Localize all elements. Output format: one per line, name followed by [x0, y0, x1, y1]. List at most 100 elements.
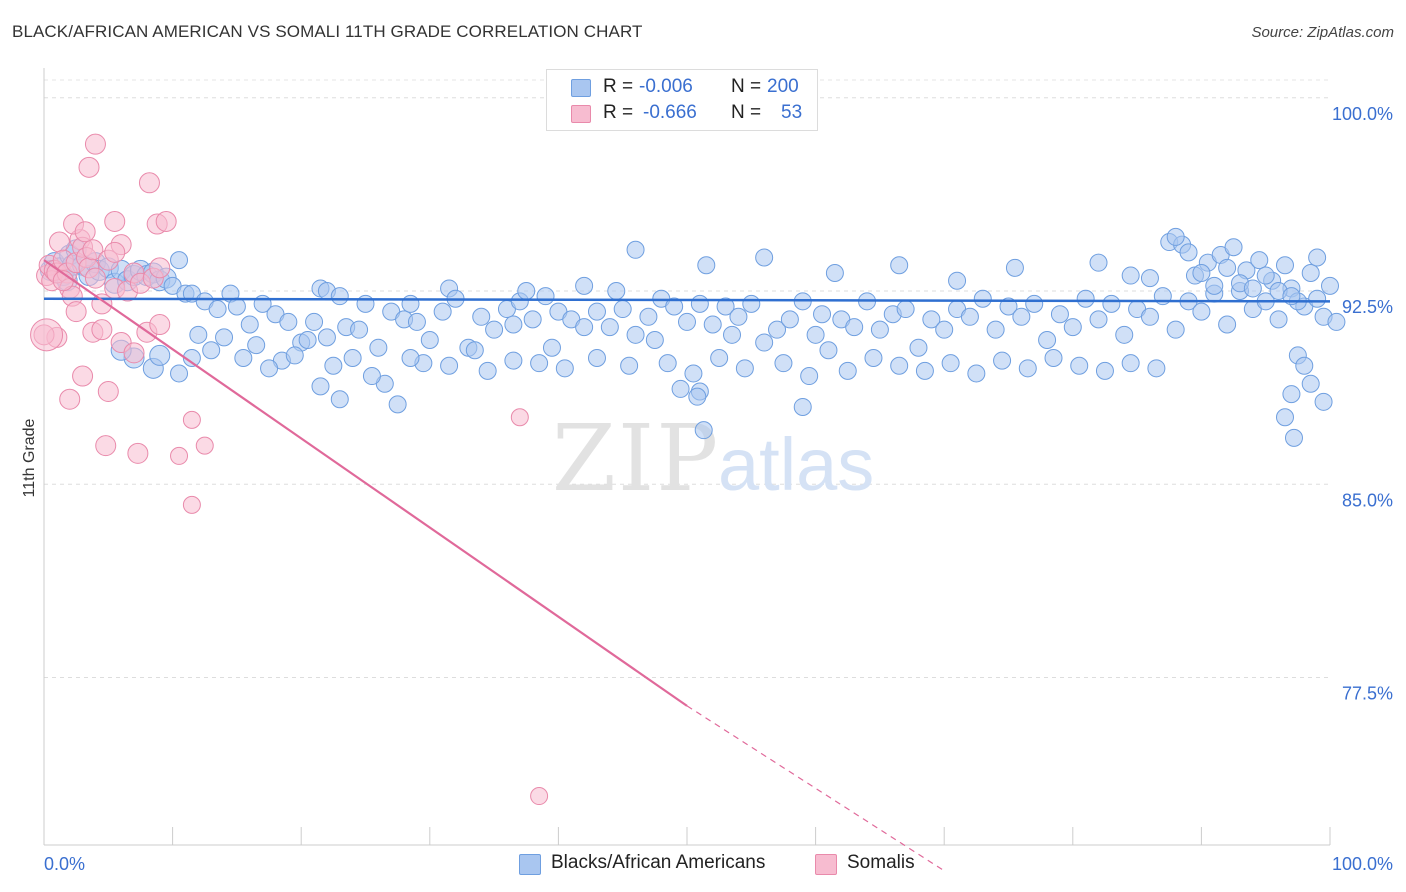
bottom-legend-swatch-pink — [815, 854, 837, 875]
point-blacks — [1327, 312, 1346, 331]
point-blacks — [607, 282, 626, 301]
point-blacks — [324, 356, 343, 375]
point-blacks — [1102, 294, 1121, 313]
point-somalis — [138, 172, 160, 194]
point-blacks — [825, 263, 844, 282]
point-somalis — [530, 787, 549, 806]
point-blacks — [941, 354, 960, 373]
point-blacks — [688, 387, 707, 406]
point-blacks — [948, 271, 967, 290]
y-axis-label: 11th Grade — [21, 418, 38, 497]
point-blacks — [542, 338, 561, 357]
point-blacks — [665, 297, 684, 316]
point-blacks — [433, 302, 452, 321]
point-blacks — [1070, 356, 1089, 375]
point-blacks — [215, 328, 234, 347]
point-blacks — [742, 294, 761, 313]
point-blacks — [703, 315, 722, 334]
point-blacks — [1250, 251, 1269, 270]
point-somalis — [104, 241, 126, 263]
point-somalis — [84, 133, 106, 155]
point-somalis — [82, 239, 104, 261]
point-blacks — [613, 300, 632, 319]
point-blacks — [407, 312, 426, 331]
point-blacks — [189, 325, 208, 344]
trend-blacks — [43, 297, 1331, 303]
point-blacks — [819, 341, 838, 360]
point-blacks — [208, 300, 227, 319]
point-blacks — [1121, 266, 1140, 285]
point-blacks — [960, 307, 979, 326]
point-blacks — [1192, 302, 1211, 321]
point-somalis — [78, 156, 100, 178]
point-blacks — [234, 349, 253, 368]
point-blacks — [369, 338, 388, 357]
point-blacks — [774, 354, 793, 373]
point-blacks — [1166, 320, 1185, 339]
point-blacks — [530, 354, 549, 373]
point-blacks — [1275, 256, 1294, 275]
point-blacks — [1275, 408, 1294, 427]
x-tick-label: 0.0% — [44, 854, 85, 874]
point-blacks — [710, 349, 729, 368]
point-somalis — [195, 436, 214, 455]
bottom-legend-label: Blacks/African Americans — [551, 852, 766, 873]
y-tick-label: 100.0% — [1332, 104, 1393, 124]
trend-somalis — [43, 259, 688, 707]
point-blacks — [362, 367, 381, 386]
point-blacks — [440, 356, 459, 375]
point-somalis — [72, 365, 94, 387]
point-blacks — [1179, 243, 1198, 262]
point-blacks — [240, 315, 259, 334]
point-blacks — [1301, 263, 1320, 282]
y-tick-label: 77.5% — [1342, 684, 1393, 704]
point-blacks — [890, 356, 909, 375]
legend-r-value: -0.666 — [643, 102, 697, 123]
point-blacks — [697, 256, 716, 275]
point-blacks — [986, 320, 1005, 339]
point-blacks — [1089, 253, 1108, 272]
point-blacks — [890, 256, 909, 275]
point-blacks — [1308, 248, 1327, 267]
point-blacks — [330, 287, 349, 306]
point-blacks — [845, 318, 864, 337]
y-tick-label: 85.0% — [1342, 490, 1393, 510]
point-blacks — [973, 289, 992, 308]
point-blacks — [279, 312, 298, 331]
point-blacks — [1115, 325, 1134, 344]
point-blacks — [735, 359, 754, 378]
point-blacks — [1018, 359, 1037, 378]
point-blacks — [555, 359, 574, 378]
legend-r-value: -0.006 — [639, 76, 693, 97]
point-blacks — [587, 302, 606, 321]
point-blacks — [1256, 266, 1275, 285]
point-blacks — [1166, 227, 1185, 246]
point-blacks — [690, 294, 709, 313]
point-somalis — [155, 210, 177, 232]
point-blacks — [472, 307, 491, 326]
point-blacks — [1140, 307, 1159, 326]
axes: 11th Grade — [21, 68, 1331, 846]
point-blacks — [149, 344, 171, 366]
legend-box: R = -0.006 N = 200 R = -0.666 N = 53 — [546, 69, 818, 131]
point-somalis — [30, 318, 64, 352]
tick-labels: 100.0% 92.5% 85.0% 77.5% 0.0% 100.0% — [44, 104, 1393, 874]
point-blacks — [170, 364, 189, 383]
legend-n-label: N = — [731, 102, 762, 123]
legend-swatch-blue — [571, 79, 591, 97]
point-blacks — [305, 312, 324, 331]
x-tick-label: 100.0% — [1332, 854, 1393, 874]
point-blacks — [311, 377, 330, 396]
point-blacks — [401, 294, 420, 313]
point-blacks — [330, 390, 349, 409]
point-blacks — [1012, 307, 1031, 326]
point-blacks — [1269, 310, 1288, 329]
series-somalis — [30, 133, 549, 806]
point-blacks — [587, 349, 606, 368]
point-blacks — [626, 325, 645, 344]
point-blacks — [993, 351, 1012, 370]
point-blacks — [1284, 428, 1303, 447]
point-blacks — [838, 361, 857, 380]
